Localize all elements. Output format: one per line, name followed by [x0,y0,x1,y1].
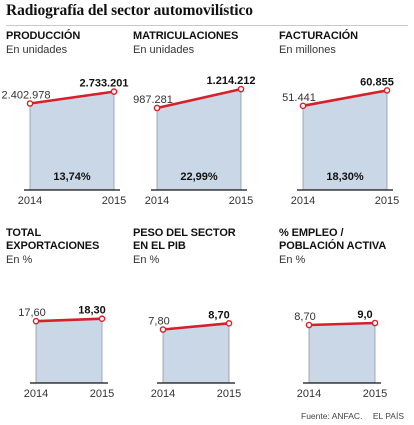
title-divider [6,25,408,26]
chart-exportaciones: 17,60 18,30 2014 2015 [18,305,114,400]
data-point [159,326,167,333]
data-point [305,321,313,329]
panel-title-line-1: % EMPLEO / [279,227,344,239]
tick-label-2015: 2015 [102,195,126,207]
tick-label-2015: 2015 [363,388,387,400]
data-point [383,87,391,94]
panel-title: PRODUCCIÓN [6,30,81,42]
source-note: Fuente: ANFAC. [301,411,363,421]
tick-label-2014: 2014 [18,195,42,207]
tick-label-2015: 2015 [90,388,114,400]
tick-label-2015: 2015 [229,195,253,207]
publisher-credit: EL PAÍS [372,411,404,421]
data-point [237,85,245,93]
panel-unit: En % [279,254,306,266]
footer: Fuente: ANFAC. EL PAÍS [293,411,404,421]
change-label: 13,74% [53,171,91,183]
data-point [98,315,106,323]
panel-unit: En millones [279,44,336,56]
series-line [28,90,116,105]
panel-unit: En % [133,254,160,266]
series-line [301,89,389,108]
panel-title-line-1: PESO DEL SECTOR [133,227,236,239]
change-label: 22,99% [180,171,218,183]
area-fill [35,318,103,384]
data-point [26,100,34,107]
tick-label-2015: 2015 [375,195,399,207]
page-title: Radiografía del sector automovilístico [6,2,253,19]
value-label-2014: 51.441 [282,92,316,104]
series-line [155,87,243,110]
data-point [110,88,118,95]
area-fill [308,322,376,384]
data-point [299,102,307,110]
panel-unit: En unidades [6,44,68,56]
chart-matriculaciones: 987.281 1.214.212 22,99% 2014 2015 [133,75,256,207]
data-point [153,104,161,112]
panel-title: FACTURACIÓN [279,30,358,42]
panel-unit: En unidades [133,44,195,56]
series-line [161,322,231,331]
panel-exportaciones: TOTAL EXPORTACIONES En % 17,60 18,30 2014 2… [6,227,142,417]
value-label-2015: 18,30 [78,305,106,317]
panel-title-line-2: POBLACIÓN ACTIVA [279,240,387,252]
series-line [307,321,377,327]
panel-title: MATRICULACIONES [133,30,239,42]
panel-title-line-2: EN EL PIB [133,240,186,252]
panel-matriculaciones: MATRICULACIONES En unidades 987.281 1.214… [133,30,269,220]
area-fill [162,322,230,384]
chart-facturacion: 51.441 60.855 18,30% 2014 2015 [282,76,399,207]
panel-title-line-1: TOTAL [6,227,42,239]
value-label-2014: 8,70 [294,311,315,323]
value-label-2015: 8,70 [208,309,229,321]
panel-title-line-2: EXPORTACIONES [6,240,100,252]
tick-label-2015: 2015 [217,388,241,400]
tick-label-2014: 2014 [291,195,315,207]
chart-produccion: 2.402.978 2.733.201 13,74% 2014 2015 [2,78,129,207]
change-label: 18,30% [326,171,364,183]
tick-label-2014: 2014 [145,195,169,207]
chart-empleo: 8,70 9,0 2014 2015 [294,309,387,400]
panel-facturacion: FACTURACIÓN En millones 51.441 60.855 18,3… [279,30,414,220]
value-label-2015: 60.855 [360,76,394,88]
value-label-2015: 9,0 [357,309,372,321]
data-point [371,319,379,327]
series-line [34,317,104,323]
tick-label-2014: 2014 [151,388,175,400]
panel-unit: En % [6,254,33,266]
tick-label-2014: 2014 [297,388,321,400]
panel-empleo: % EMPLEO / POBLACIÓN ACTIVA En % 8,70 9,0… [279,227,414,417]
data-point [225,320,233,327]
panel-peso-pib: PESO DEL SECTOR EN EL PIB En % 7,80 8,70 2… [133,227,269,417]
value-label-2014: 7,80 [148,316,169,328]
panel-produccion: PRODUCCIÓN En unidades 2.402.978 2.733.20… [2,30,142,220]
value-label-2014: 17,60 [18,307,46,319]
value-label-2015: 1.214.212 [207,75,256,87]
value-label-2015: 2.733.201 [80,78,129,90]
value-label-2014: 987.281 [133,94,173,106]
value-label-2014: 2.402.978 [2,89,51,101]
data-point [32,317,40,325]
tick-label-2014: 2014 [24,388,48,400]
chart-peso-pib: 7,80 8,70 2014 2015 [148,309,241,400]
